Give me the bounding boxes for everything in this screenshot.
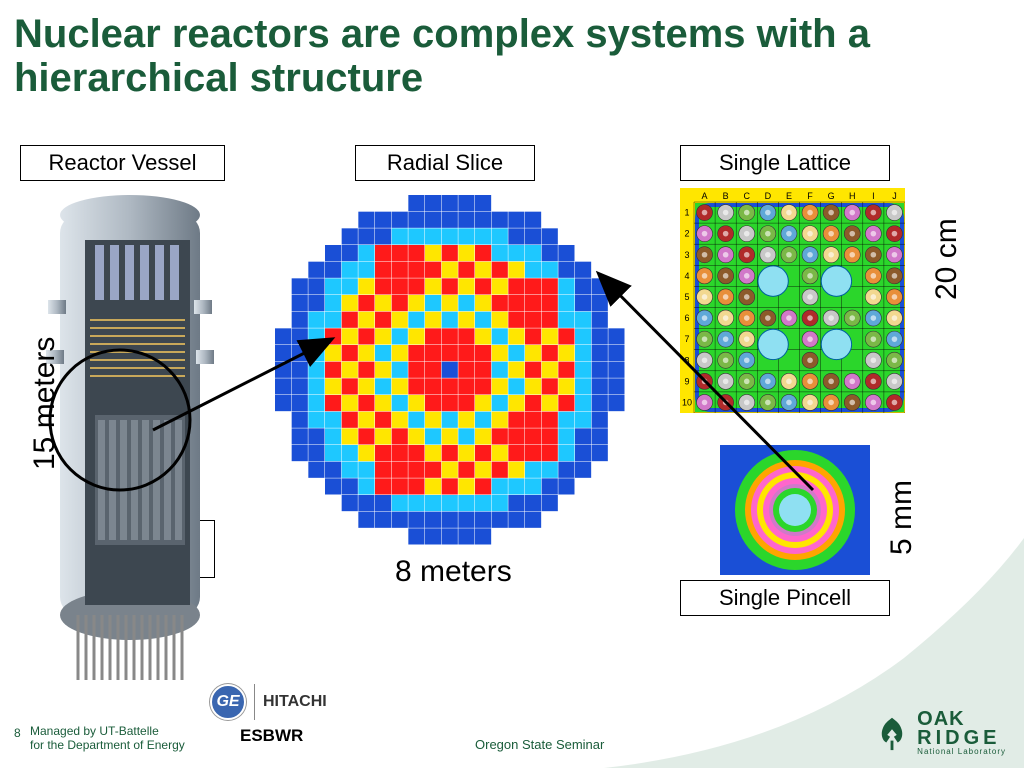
svg-text:10: 10 [682, 397, 692, 407]
label-single-pincell: Single Pincell [680, 580, 890, 616]
svg-text:8: 8 [684, 355, 689, 365]
label-radial-slice: Radial Slice [355, 145, 535, 181]
ge-hitachi-logo: GE HITACHI [210, 684, 327, 720]
ge-divider [254, 684, 255, 720]
slide-root: Nuclear reactors are complex systems wit… [0, 0, 1024, 768]
panel-single-lattice: A B C D E F G H I J 1 2 3 4 5 6 7 8 9 10 [680, 188, 905, 413]
footer-line1: Managed by UT-Battelle [30, 724, 185, 738]
svg-text:F: F [807, 191, 813, 201]
label-single-lattice: Single Lattice [680, 145, 890, 181]
svg-text:D: D [765, 191, 772, 201]
esbwr-label: ESBWR [240, 726, 303, 746]
page-number: 8 [14, 726, 21, 740]
svg-text:7: 7 [684, 334, 689, 344]
svg-text:C: C [744, 191, 751, 201]
svg-text:4: 4 [684, 271, 689, 281]
oak-leaf-icon [873, 714, 911, 752]
svg-text:6: 6 [684, 313, 689, 323]
svg-text:I: I [872, 191, 875, 201]
oakridge-nl: National Laboratory [917, 748, 1006, 756]
slide-title: Nuclear reactors are complex systems wit… [14, 12, 994, 100]
svg-text:2: 2 [684, 229, 689, 239]
scale-pincell: 5 mm [885, 480, 919, 555]
svg-text:5: 5 [684, 292, 689, 302]
svg-text:1: 1 [684, 208, 689, 218]
oak-ridge-logo: OAK RIDGE National Laboratory [873, 710, 1006, 756]
svg-text:B: B [723, 191, 729, 201]
svg-text:G: G [828, 191, 835, 201]
svg-text:3: 3 [684, 250, 689, 260]
footer-mgmt: Managed by UT-Battelle for the Departmen… [30, 724, 185, 752]
footer-line2: for the Department of Energy [30, 738, 185, 752]
svg-text:9: 9 [684, 376, 689, 386]
oak-ridge-text: OAK RIDGE National Laboratory [917, 710, 1006, 756]
panel-single-pincell [720, 445, 870, 575]
scale-slice: 8 meters [395, 555, 512, 589]
hitachi-text: HITACHI [263, 693, 327, 711]
svg-text:A: A [702, 191, 708, 201]
svg-text:E: E [786, 191, 792, 201]
panel-reactor-vessel [40, 185, 220, 685]
scale-vessel: 15 meters [28, 337, 62, 470]
svg-text:H: H [849, 191, 856, 201]
oakridge-ridge: RIDGE [917, 729, 1006, 748]
ge-roundel-icon: GE [210, 684, 246, 720]
scale-lattice: 20 cm [930, 218, 964, 300]
panel-radial-slice [275, 195, 625, 545]
label-reactor-vessel: Reactor Vessel [20, 145, 225, 181]
svg-text:J: J [892, 191, 897, 201]
osu-seminar: Oregon State Seminar [475, 737, 604, 752]
